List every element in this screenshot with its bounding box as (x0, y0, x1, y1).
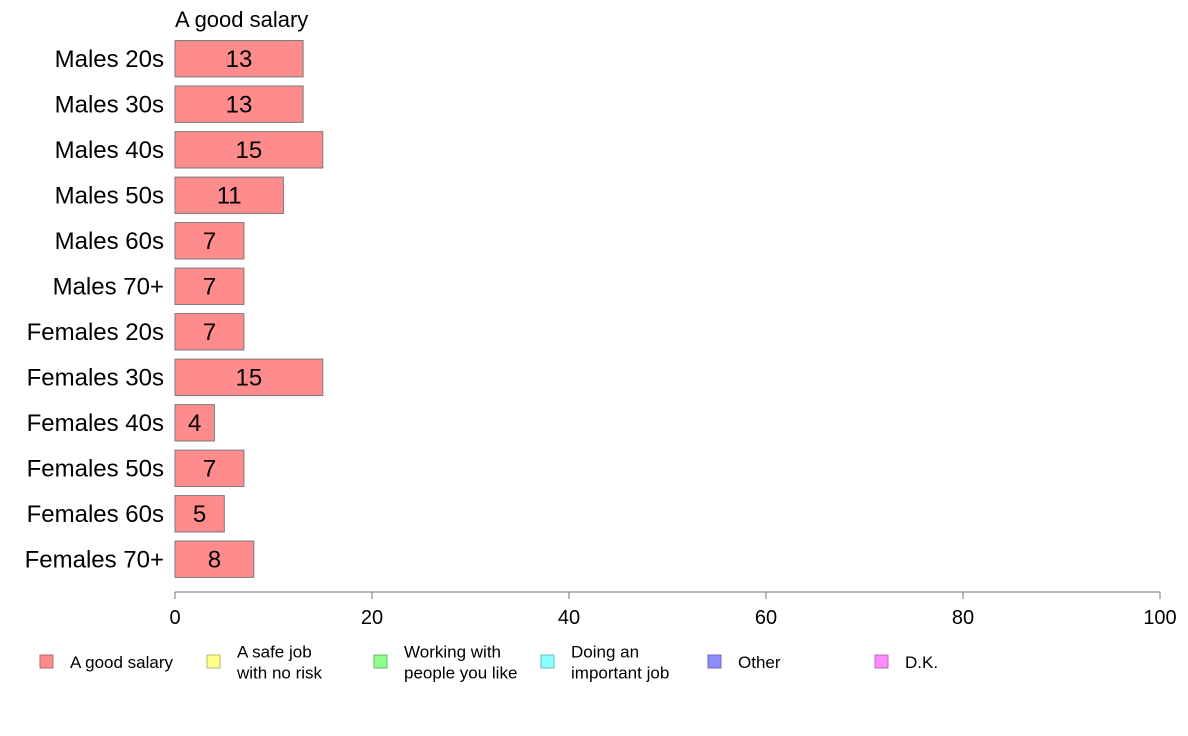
data-label: 5 (193, 501, 206, 528)
bar (174, 404, 215, 442)
x-tick-label: 0 (169, 607, 180, 629)
category-label: Females 60s (27, 501, 164, 528)
legend-label: D.K. (905, 653, 938, 672)
data-label: 15 (236, 137, 263, 164)
category-label: Females 30s (27, 364, 164, 391)
bar (174, 358, 324, 397)
x-tick-label: 100 (1143, 607, 1176, 629)
legend-swatch (540, 654, 555, 669)
category-label: Males 30s (55, 91, 164, 118)
legend-swatch (707, 654, 722, 669)
bar (174, 495, 225, 533)
category-label: Females 70+ (25, 546, 164, 573)
data-label: 7 (203, 319, 216, 346)
data-label: 13 (226, 91, 253, 118)
x-tick-label: 60 (755, 607, 777, 629)
category-label: Females 40s (27, 410, 164, 437)
legend-label: Other (738, 653, 781, 672)
x-axis: 0 20 40 60 80 100 (169, 591, 1177, 629)
x-tick-label: 80 (952, 607, 974, 629)
legend-label: A safe job (237, 643, 312, 662)
category-label: Males 40s (55, 137, 164, 164)
legend-label: with no risk (236, 664, 323, 683)
bar (174, 85, 304, 123)
legend-swatch (39, 654, 54, 669)
legend-label: important job (571, 664, 669, 683)
data-label: 11 (217, 182, 242, 209)
category-label: Males 70+ (53, 273, 164, 300)
legend: A good salary A safe job with no risk Worki… (39, 643, 938, 683)
category-label: Males 50s (55, 182, 164, 209)
bar (174, 40, 304, 78)
legend-label: A good salary (70, 653, 174, 672)
data-label: 13 (226, 46, 253, 73)
bar (174, 540, 255, 578)
chart-title: A good salary (175, 7, 308, 32)
legend-swatch (373, 654, 388, 669)
data-label: 7 (203, 273, 216, 300)
bar (174, 222, 245, 260)
data-label: 7 (203, 455, 216, 482)
x-tick-label: 20 (361, 607, 383, 629)
legend-label: Working with (404, 643, 501, 662)
bar (174, 131, 324, 169)
data-label: 7 (203, 228, 216, 255)
legend-label: Doing an (571, 643, 639, 662)
category-label: Males 20s (55, 46, 164, 73)
bar-group: Males 20s 13 Males 30s 13 Males 40s 15 Males 5… (25, 40, 324, 578)
legend-label: people you like (404, 664, 517, 683)
category-label: Females 50s (27, 455, 164, 482)
data-label: 8 (208, 546, 221, 573)
legend-swatch (206, 654, 221, 669)
bar (174, 176, 284, 215)
data-label: 4 (188, 410, 201, 437)
x-tick-label: 40 (558, 607, 580, 629)
bar (174, 267, 245, 306)
legend-swatch (874, 654, 889, 669)
bar (174, 313, 245, 351)
category-label: Females 20s (27, 319, 164, 346)
bar (174, 449, 245, 488)
data-label: 15 (236, 364, 263, 391)
category-label: Males 60s (55, 228, 164, 255)
